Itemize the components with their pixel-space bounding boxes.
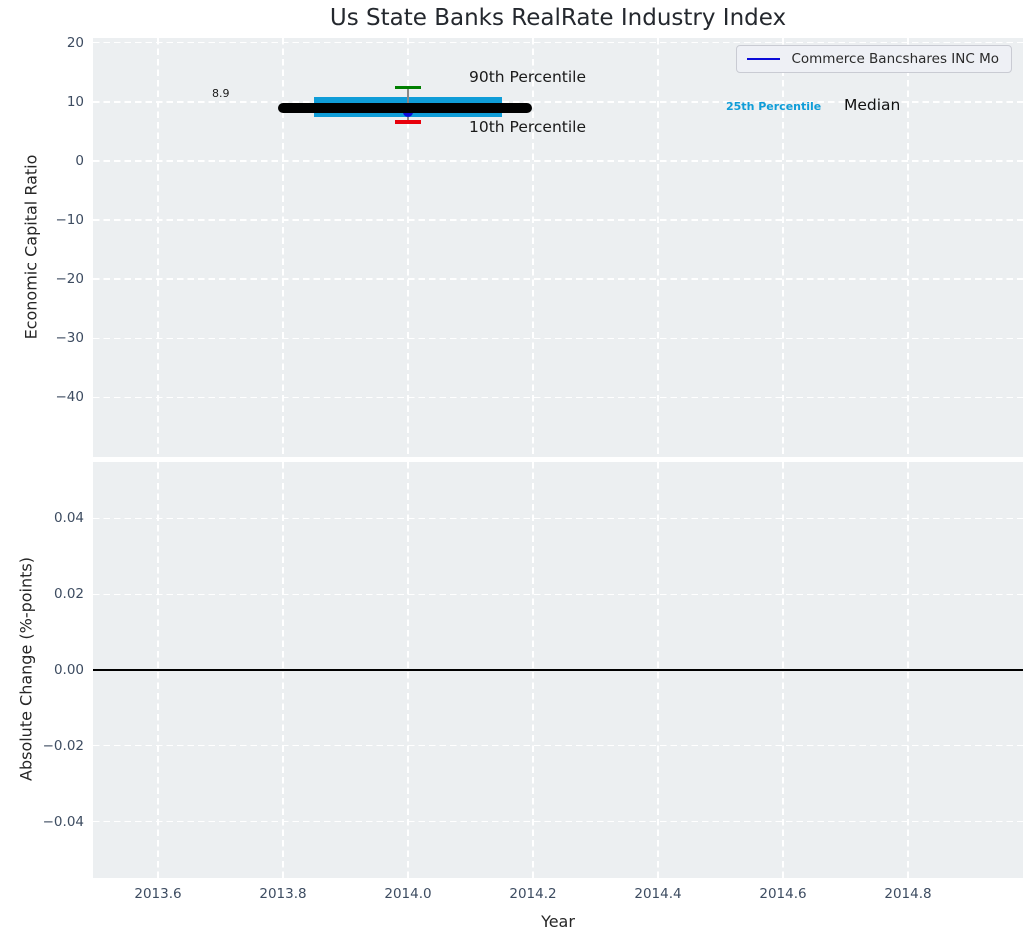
gridline-horizontal — [93, 101, 1023, 103]
y-tick-label: −30 — [55, 330, 85, 347]
gridline-vertical — [782, 38, 784, 457]
x-axis-label: Year — [541, 912, 575, 931]
gridline-horizontal — [93, 593, 1023, 595]
x-tick-label: 2014.8 — [884, 886, 932, 902]
errorbar-cap-low — [395, 120, 421, 124]
zero-line-line — [93, 669, 1023, 671]
median-line — [278, 103, 532, 114]
x-tick-label: 2014.6 — [759, 886, 807, 902]
gridline-vertical — [282, 38, 284, 457]
y-tick-label: 0 — [75, 152, 84, 169]
x-tick-label: 2013.8 — [259, 886, 307, 902]
gridline-vertical — [157, 38, 159, 457]
gridline-horizontal — [93, 745, 1023, 747]
chart-title: Us State Banks RealRate Industry Index — [329, 5, 787, 31]
x-tick-label: 2014.4 — [634, 886, 682, 902]
gridline-horizontal — [93, 219, 1023, 221]
y-tick-label: −20 — [55, 271, 85, 288]
gridline-horizontal — [93, 278, 1023, 280]
gridline-horizontal — [93, 517, 1023, 520]
x-tick-label: 2014.0 — [384, 886, 432, 902]
legend: Commerce Bancshares INC Mo — [736, 45, 1012, 73]
gridline-vertical — [657, 38, 659, 457]
gridline-vertical — [907, 38, 909, 457]
y-tick-label: 20 — [66, 34, 84, 51]
top-subplot: Commerce Bancshares INC Mo 8.9 90th Perc… — [93, 38, 1023, 457]
gridline-horizontal — [93, 396, 1023, 398]
gridline-horizontal — [93, 160, 1023, 162]
gridline-vertical — [532, 38, 534, 457]
y-tick-label: 0.04 — [53, 510, 84, 527]
legend-line-sample — [747, 57, 781, 61]
p90-percentile-annotation: 90th Percentile — [469, 68, 587, 86]
y-tick-label: −10 — [55, 212, 85, 229]
x-tick-label: 2014.2 — [509, 886, 557, 902]
legend-label: Commerce Bancshares INC Mo — [791, 51, 999, 67]
bottom-subplot — [93, 462, 1023, 878]
y-tick-label: 0.02 — [53, 586, 84, 603]
p10-percentile-annotation: 10th Percentile — [469, 118, 587, 136]
y-axis-label-top: Economic Capital Ratio — [21, 154, 41, 340]
y-tick-label: −40 — [55, 389, 85, 406]
gridline-horizontal — [93, 337, 1023, 339]
y-tick-label: 10 — [66, 93, 84, 110]
gridline-horizontal — [93, 820, 1023, 823]
p25-percentile-annotation: 25th Percentile — [726, 100, 822, 113]
y-tick-label: 0.00 — [53, 662, 84, 678]
median-annotation: Median — [844, 96, 901, 114]
x-tick-label: 2013.6 — [134, 886, 182, 902]
median-value-annotation: 8.9 — [212, 87, 230, 100]
y-tick-label: −0.02 — [42, 737, 84, 754]
errorbar-cap-high — [395, 86, 421, 90]
gridline-horizontal — [93, 42, 1023, 44]
gridline-vertical — [407, 38, 409, 457]
y-tick-label: −0.04 — [42, 813, 84, 830]
